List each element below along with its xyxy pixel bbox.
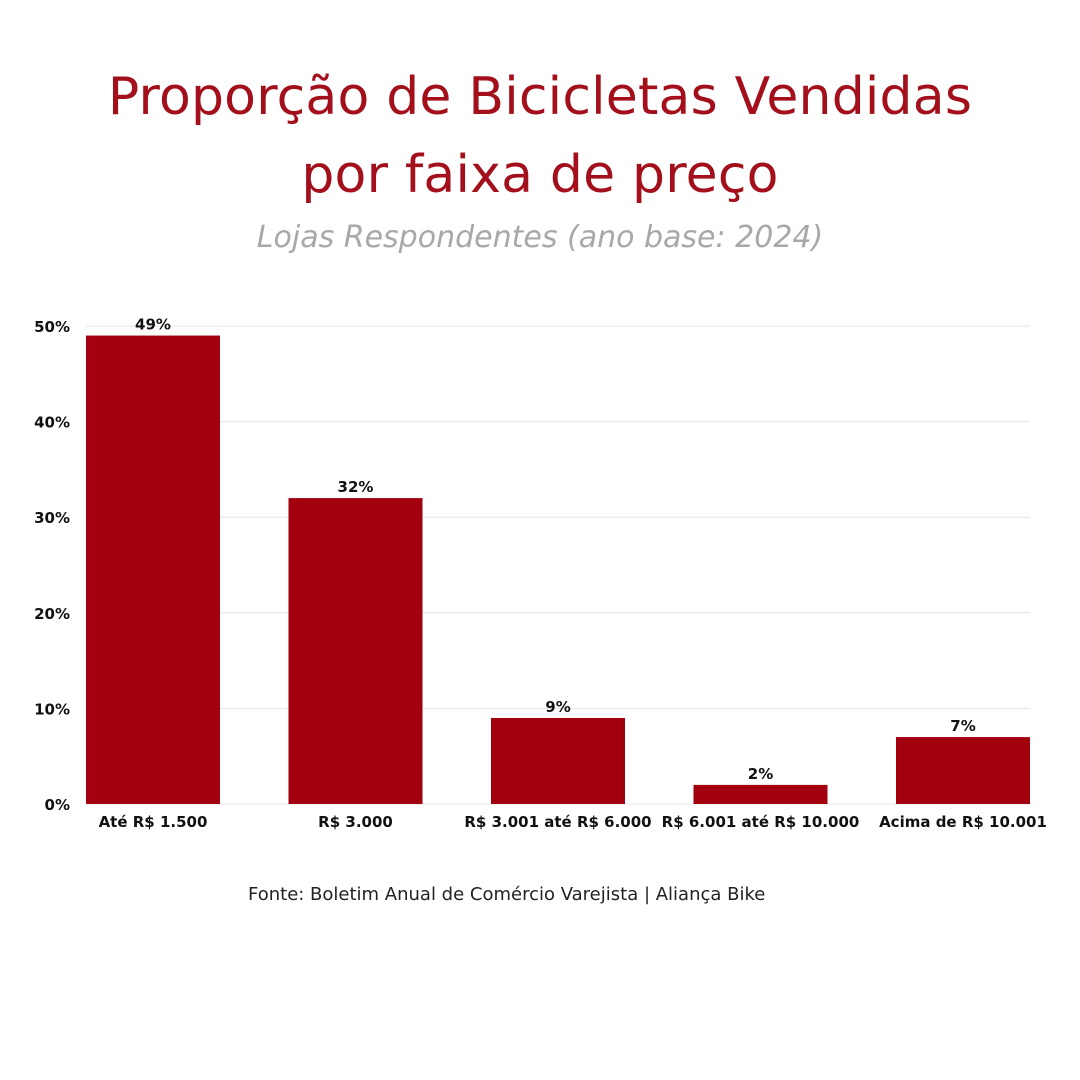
bar-value-label: 9% — [545, 698, 570, 716]
bar-value-label: 2% — [748, 765, 773, 783]
bar — [491, 717, 625, 804]
y-tick-label: 30% — [34, 509, 70, 527]
y-tick-label: 50% — [34, 318, 70, 336]
bar-value-label: 32% — [338, 478, 374, 496]
y-tick-label: 10% — [34, 700, 70, 718]
y-tick-label: 40% — [34, 414, 70, 432]
bars — [86, 335, 1030, 804]
chart-title-line-1: Proporção de Bicicletas Vendidas — [107, 67, 973, 127]
source-note: Fonte: Boletim Anual de Comércio Varejis… — [248, 884, 766, 905]
bar — [288, 498, 423, 804]
y-tick-label: 20% — [34, 605, 70, 623]
x-category-label: R$ 3.001 até R$ 6.000 — [464, 813, 651, 831]
bar-value-label: 7% — [950, 717, 975, 735]
x-category-label: R$ 3.000 — [318, 813, 393, 831]
x-category-label: Acima de R$ 10.001 — [879, 813, 1047, 831]
y-tick-label: 0% — [45, 796, 70, 814]
bar — [86, 335, 220, 804]
x-category-label: Até R$ 1.500 — [99, 813, 208, 831]
x-category-label: R$ 6.001 até R$ 10.000 — [662, 813, 860, 831]
chart-subtitle: Lojas Respondentes (ano base: 2024) — [256, 220, 824, 255]
bar-chart: 0% 10% 20% 30% 40% 50% 49% 32% 9% 2% 7% Até R$ 1.… — [34, 316, 1047, 831]
bar — [896, 737, 1030, 804]
bar-value-labels: 49% 32% 9% 2% 7% — [135, 316, 976, 783]
chart-title-line-2: por faixa de preço — [301, 145, 779, 205]
x-axis-category-labels: Até R$ 1.500 R$ 3.000 R$ 3.001 até R$ 6.00… — [99, 813, 1047, 831]
bar-value-label: 49% — [135, 316, 171, 334]
bar — [693, 784, 828, 804]
y-axis-tick-labels: 0% 10% 20% 30% 40% 50% — [34, 318, 70, 814]
gridlines — [86, 325, 1030, 805]
